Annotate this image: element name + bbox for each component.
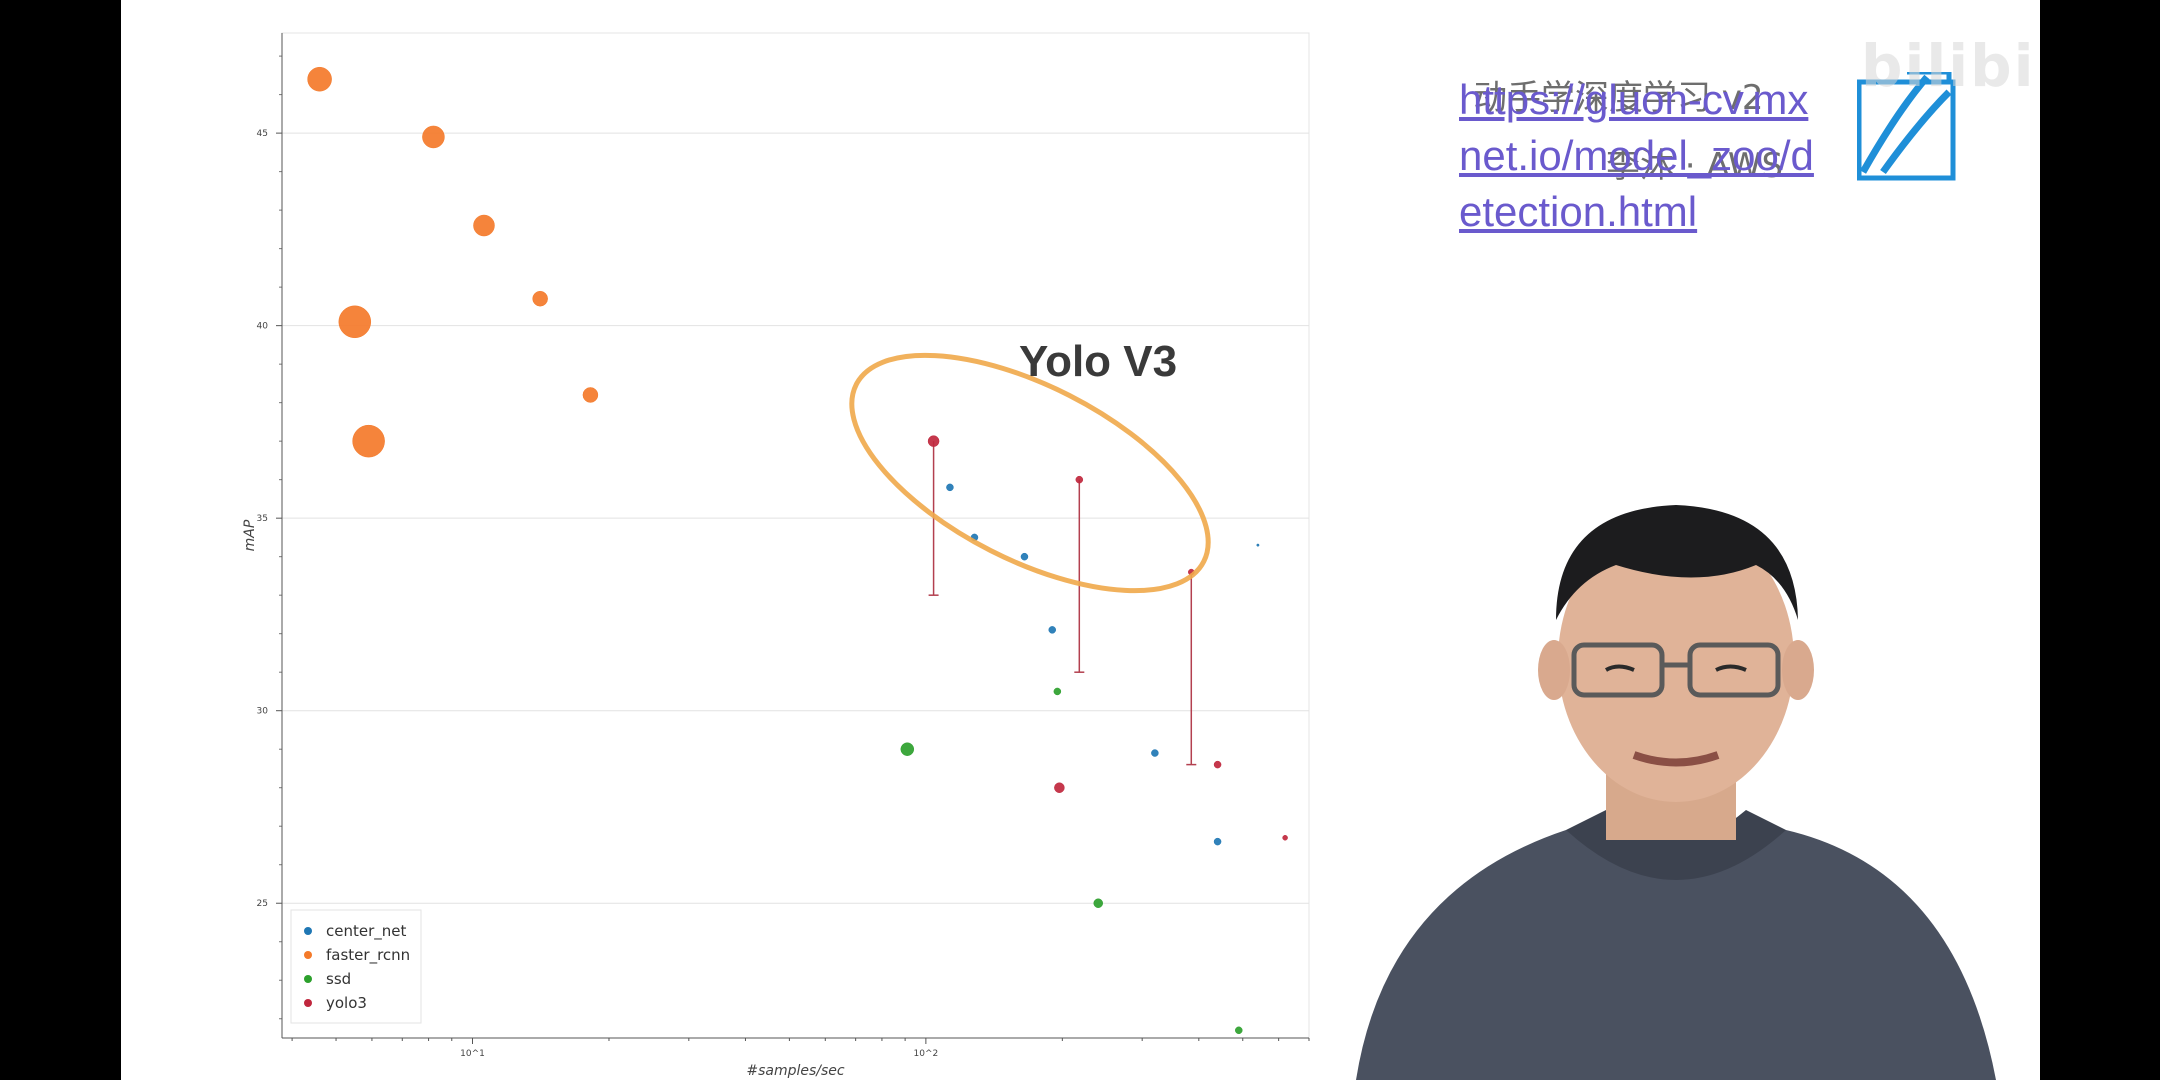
center_net-point bbox=[1256, 543, 1260, 547]
faster_rcnn-point bbox=[307, 66, 332, 92]
faster_rcnn-point bbox=[352, 424, 385, 458]
center_net-point bbox=[1020, 552, 1029, 561]
legend-marker-ssd bbox=[304, 975, 312, 983]
yolo3-point bbox=[1213, 760, 1222, 769]
y-axis-title: mAP bbox=[242, 519, 258, 551]
model-zoo-link[interactable]: https://gluon-cv.mxnet.io/model_zoo/dete… bbox=[1459, 76, 1814, 235]
yolo3-point bbox=[1054, 782, 1065, 793]
x-axis-title: #samples/sec bbox=[746, 1063, 845, 1079]
y-tick-label: 25 bbox=[257, 899, 268, 909]
faster_rcnn-point bbox=[473, 214, 495, 237]
legend-label-yolo3: yolo3 bbox=[326, 994, 367, 1012]
yolo3-error-bar bbox=[1074, 479, 1085, 673]
y-tick-label: 30 bbox=[257, 707, 269, 717]
center_net-point bbox=[1151, 749, 1159, 757]
ssd-point bbox=[1093, 898, 1103, 908]
x-tick-label: 10^2 bbox=[914, 1049, 939, 1059]
legend-marker-yolo3 bbox=[304, 999, 312, 1007]
legend-marker-faster_rcnn bbox=[304, 951, 312, 959]
presenter-video bbox=[1356, 505, 1996, 1080]
y-tick-label: 35 bbox=[257, 514, 268, 524]
legend-marker-center_net bbox=[304, 927, 312, 935]
faster_rcnn-point bbox=[582, 387, 599, 403]
scatter-chart: 25 30 35 40 45 10^1 10^2 #samples/sec mAP center… bbox=[242, 32, 1310, 1079]
center_net-point bbox=[1048, 626, 1056, 634]
faster_rcnn-point bbox=[532, 290, 548, 307]
course-title: 动手学深度学习 v2 bbox=[1473, 78, 1764, 118]
y-tick-label: 45 bbox=[257, 129, 268, 139]
course-logo-icon bbox=[1857, 72, 1956, 181]
yolo-v3-highlight-ellipse bbox=[849, 352, 1211, 594]
yolo3-point bbox=[927, 435, 940, 447]
faster_rcnn-point bbox=[422, 125, 445, 149]
legend-label-faster_rcnn: faster_rcnn bbox=[326, 946, 410, 965]
slide: 25 30 35 40 45 10^1 10^2 #samples/sec mAP center… bbox=[121, 0, 2040, 1080]
y-tick-label: 40 bbox=[257, 322, 269, 332]
bilibili-watermark: bilibili bbox=[1861, 32, 2040, 100]
center_net-point bbox=[1213, 837, 1222, 846]
x-tick-label: 10^1 bbox=[460, 1049, 485, 1059]
yolo3-error-bar bbox=[1186, 572, 1197, 766]
faster_rcnn-point bbox=[338, 305, 372, 339]
yolo-v3-annotation-label: Yolo V3 bbox=[1019, 337, 1177, 386]
legend-label-ssd: ssd bbox=[326, 970, 351, 988]
plot-frame bbox=[281, 32, 1310, 1039]
legend-label-center_net: center_net bbox=[326, 922, 406, 941]
ssd-point bbox=[1235, 1026, 1243, 1035]
yolo3-point bbox=[1075, 475, 1084, 484]
course-author: 李沐 · AWS bbox=[1606, 146, 1784, 186]
center_net-point bbox=[946, 483, 954, 492]
ssd-point bbox=[900, 742, 915, 756]
yolo3-point bbox=[1282, 835, 1288, 841]
ssd-point bbox=[1053, 687, 1062, 696]
legend-box bbox=[290, 909, 422, 1024]
